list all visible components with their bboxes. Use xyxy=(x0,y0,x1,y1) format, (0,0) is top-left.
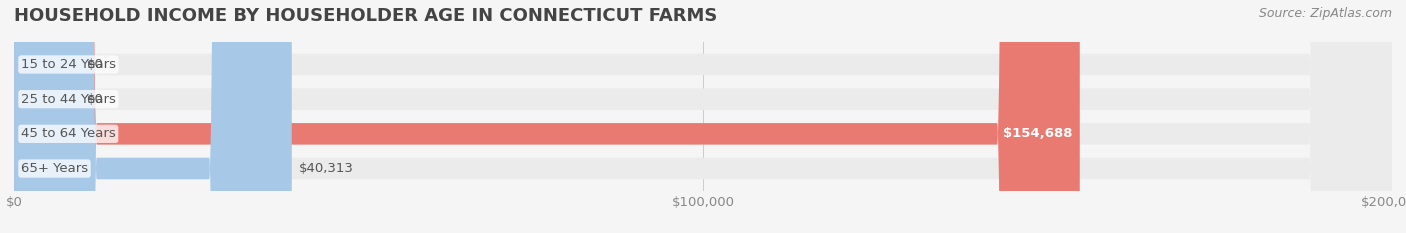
FancyBboxPatch shape xyxy=(14,0,1392,233)
Text: 65+ Years: 65+ Years xyxy=(21,162,89,175)
Text: 25 to 44 Years: 25 to 44 Years xyxy=(21,93,115,106)
Text: $0: $0 xyxy=(87,93,104,106)
Text: $40,313: $40,313 xyxy=(298,162,353,175)
FancyBboxPatch shape xyxy=(14,0,1080,233)
FancyBboxPatch shape xyxy=(14,0,1392,233)
Text: HOUSEHOLD INCOME BY HOUSEHOLDER AGE IN CONNECTICUT FARMS: HOUSEHOLD INCOME BY HOUSEHOLDER AGE IN C… xyxy=(14,7,717,25)
Text: 45 to 64 Years: 45 to 64 Years xyxy=(21,127,115,140)
Text: Source: ZipAtlas.com: Source: ZipAtlas.com xyxy=(1258,7,1392,20)
Text: $154,688: $154,688 xyxy=(1004,127,1073,140)
Text: $0: $0 xyxy=(87,58,104,71)
FancyBboxPatch shape xyxy=(14,0,76,233)
FancyBboxPatch shape xyxy=(14,0,292,233)
FancyBboxPatch shape xyxy=(14,0,76,233)
Text: 15 to 24 Years: 15 to 24 Years xyxy=(21,58,115,71)
FancyBboxPatch shape xyxy=(14,0,1392,233)
FancyBboxPatch shape xyxy=(14,0,1392,233)
